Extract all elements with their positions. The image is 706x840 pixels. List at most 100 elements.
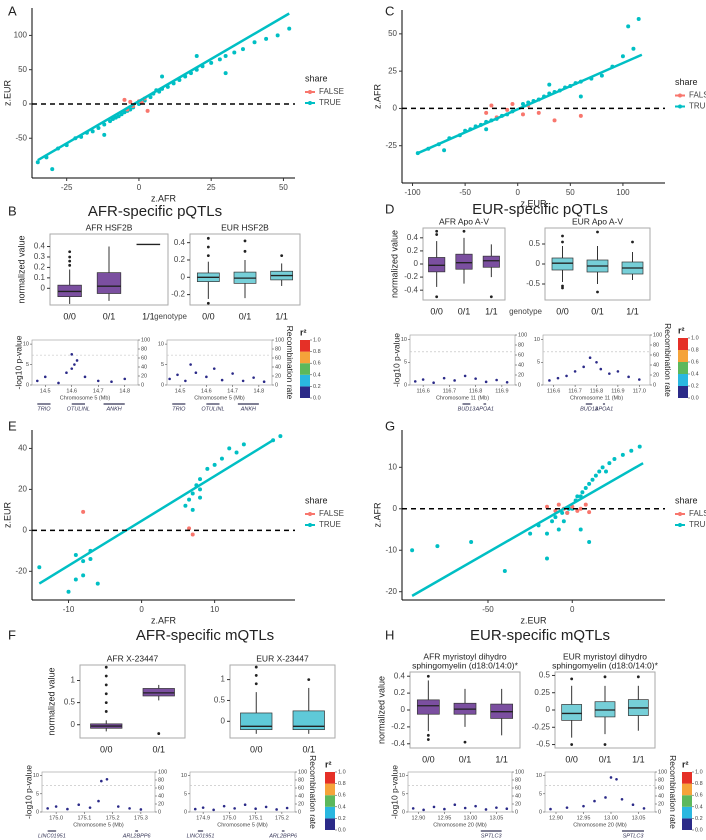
x-tick-label: 13.00 bbox=[604, 815, 618, 821]
x-tick-label: 14.8 bbox=[254, 388, 265, 394]
x-tick-label: 1/1 bbox=[142, 311, 155, 321]
point bbox=[116, 114, 121, 119]
x-tick-label: 0/0 bbox=[430, 306, 443, 316]
y-tick-label: 0.2 bbox=[407, 246, 419, 255]
point bbox=[187, 526, 192, 531]
x-tick-label: 116.6 bbox=[416, 388, 429, 394]
point bbox=[223, 53, 228, 58]
x-tick-label: 10 bbox=[210, 605, 219, 614]
snp bbox=[233, 807, 236, 810]
snp bbox=[285, 806, 289, 810]
point bbox=[561, 519, 566, 524]
box bbox=[551, 257, 574, 271]
y-tick-label: -0.4 bbox=[404, 285, 418, 294]
y-tick-label: -0.2 bbox=[391, 722, 405, 731]
snp bbox=[616, 370, 620, 373]
colorbar-tick-label: 0.6 bbox=[313, 361, 321, 367]
y2-tick-label: 20 bbox=[275, 373, 281, 379]
point bbox=[565, 510, 570, 515]
fit-line bbox=[38, 439, 274, 585]
colorbar-tick-label: 0.0 bbox=[313, 395, 321, 401]
y-tick-label: 5 bbox=[161, 362, 164, 368]
outlier bbox=[426, 674, 430, 678]
y2-axis-label: Recombination rate bbox=[663, 323, 673, 397]
panel-frame bbox=[189, 233, 301, 306]
color-bin bbox=[325, 772, 335, 784]
y2-tick-label: 40 bbox=[658, 793, 664, 799]
box-title: AFR myristoyl dihydro bbox=[423, 651, 506, 661]
y-tick-label: 25 bbox=[388, 66, 397, 75]
color-bin bbox=[325, 818, 335, 830]
y2-tick-label: 60 bbox=[141, 355, 147, 361]
snp bbox=[505, 807, 509, 811]
point bbox=[636, 16, 641, 21]
colorbar-tick-label: 1.0 bbox=[691, 335, 699, 341]
x-tick-label: 12.95 bbox=[438, 815, 452, 821]
outlier bbox=[206, 245, 210, 249]
x-tick-label: 14.8 bbox=[119, 388, 130, 394]
y-tick-label: 0.4 bbox=[394, 671, 406, 680]
y-tick-label: 10 bbox=[401, 337, 407, 343]
panel-letter: B bbox=[8, 203, 17, 218]
outlier bbox=[570, 743, 574, 746]
y-tick-label: 5 bbox=[36, 791, 39, 797]
snp bbox=[139, 808, 143, 811]
colorbar-tick-label: 0.8 bbox=[691, 347, 699, 353]
point bbox=[528, 531, 533, 536]
point bbox=[35, 160, 40, 165]
y-axis-label: -log10 p-value bbox=[23, 765, 33, 819]
outlier bbox=[104, 665, 108, 669]
x-tick-label: 13.05 bbox=[490, 815, 504, 821]
y-tick-label: 0.4 bbox=[34, 242, 46, 251]
x-tick-label: 13.00 bbox=[464, 815, 478, 821]
point bbox=[578, 506, 583, 511]
snp bbox=[77, 803, 81, 807]
colorbar-tick-label: 0.4 bbox=[313, 372, 321, 378]
x-tick-label: 0/0 bbox=[202, 311, 215, 321]
legend-title: share bbox=[305, 495, 328, 505]
snp bbox=[582, 365, 585, 369]
x-tick-label: 1/1 bbox=[626, 306, 639, 316]
y2-tick-label: 80 bbox=[653, 342, 659, 348]
gene-label: SPTLC3 bbox=[481, 833, 503, 839]
y2-tick-label: 20 bbox=[653, 372, 659, 378]
panel-letter: D bbox=[385, 201, 394, 216]
y-tick-label: -25 bbox=[385, 141, 397, 150]
snp bbox=[599, 367, 603, 371]
point bbox=[600, 465, 605, 470]
y-tick-label: 1 bbox=[221, 675, 226, 684]
panel-letter: G bbox=[385, 418, 395, 433]
box-title: AFR Apo A-V bbox=[439, 216, 489, 226]
x-tick-label: 0/1 bbox=[458, 306, 471, 316]
y2-tick-label: 60 bbox=[653, 352, 659, 358]
y2-tick-label: 80 bbox=[298, 777, 304, 783]
y2-tick-label: 0 bbox=[141, 382, 144, 388]
x-axis-label: z.EUR bbox=[520, 198, 547, 208]
y-tick-label: -20 bbox=[385, 587, 397, 596]
x-tick-label: 0 bbox=[515, 188, 520, 197]
x-tick-label: 14.5 bbox=[40, 388, 51, 394]
x-tick-label: 175.2 bbox=[106, 815, 120, 821]
x-tick-label: 0/1 bbox=[459, 754, 472, 764]
point bbox=[198, 487, 203, 492]
y-tick-label: 0.1 bbox=[34, 273, 46, 282]
point bbox=[122, 97, 127, 102]
y2-tick-label: 0 bbox=[653, 382, 656, 388]
colorbar-tick-label: 0.8 bbox=[338, 781, 346, 787]
legend-label: FALSE bbox=[319, 509, 344, 518]
snp bbox=[70, 367, 74, 370]
x-tick-label: -50 bbox=[459, 188, 471, 197]
snp bbox=[595, 360, 598, 364]
snp bbox=[505, 380, 509, 384]
point bbox=[597, 469, 602, 474]
y-tick-label: 0 bbox=[414, 259, 419, 268]
y-tick-label: 0.4 bbox=[174, 238, 186, 247]
x-axis-label: z.EUR bbox=[520, 615, 547, 625]
snp bbox=[453, 803, 457, 807]
snp bbox=[241, 379, 245, 383]
point bbox=[410, 548, 415, 553]
x-tick-label: 0/0 bbox=[556, 306, 569, 316]
y2-tick-label: 100 bbox=[658, 769, 667, 775]
legend-title: share bbox=[675, 495, 698, 505]
box bbox=[416, 699, 440, 715]
